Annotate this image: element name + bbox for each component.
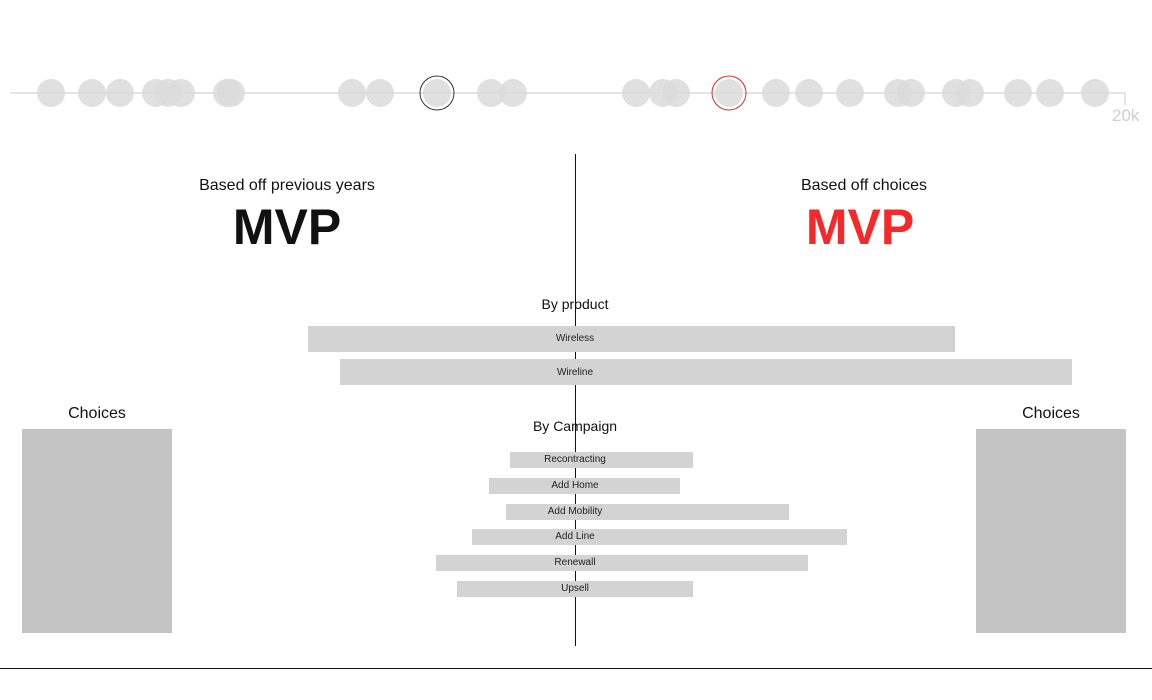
timeline-dot[interactable] [836,79,864,107]
campaign-bar-recontracting[interactable] [510,452,693,468]
timeline-dot[interactable] [662,79,690,107]
timeline-dot[interactable] [477,79,505,107]
timeline-svg [10,75,1126,111]
choices-marker[interactable] [711,75,747,111]
timeline-dot[interactable] [423,79,451,107]
choices-based-result: MVP [805,199,915,255]
campaign-bar-add-mobility[interactable] [506,504,789,520]
previous-years-label: Based off previous years [199,177,375,194]
timeline-dot[interactable] [762,79,790,107]
center-divider [575,154,576,646]
timeline-max-label: 20k [1112,106,1140,125]
timeline-dot[interactable] [1081,79,1109,107]
campaign-bar-label: Upsell [561,583,589,594]
timeline-dot[interactable] [217,79,245,107]
product-bar-label: Wireless [555,333,595,344]
timeline-dot[interactable] [956,79,984,107]
timeline-dot[interactable] [78,79,106,107]
by-product-title: By product [541,296,609,312]
timeline-dot[interactable] [795,79,823,107]
bottom-rule [0,668,1152,669]
previous-years-result: MVP [232,199,342,255]
timeline-dot[interactable] [715,79,743,107]
product-bar-wireless[interactable] [308,326,955,352]
timeline-dot[interactable] [106,79,134,107]
choices-right-title: Choices [1022,405,1080,422]
campaign-bar-label: Renewall [554,557,596,568]
campaign-bar-renewall[interactable] [436,555,808,571]
choices-based-label: Based off choices [800,177,927,194]
campaign-bar-upsell[interactable] [457,581,693,597]
campaign-bar-label: Recontracting [544,454,606,465]
campaign-bar-label: Add Line [555,531,595,542]
timeline-dot[interactable] [37,79,65,107]
campaign-bar-add-home[interactable] [489,478,680,494]
timeline-dot[interactable] [499,79,527,107]
choices-right-box[interactable] [976,429,1126,633]
previous-years-marker[interactable] [419,75,455,111]
product-bar-label: Wireline [556,367,594,378]
timeline-dot[interactable] [338,79,366,107]
campaign-bar-label: Add Home [551,480,599,491]
by-campaign-title: By Campaign [532,418,618,434]
campaign-bar-add-line[interactable] [472,529,847,545]
timeline-dot[interactable] [366,79,394,107]
timeline-dot[interactable] [167,79,195,107]
product-bar-wireline[interactable] [340,359,1072,385]
campaign-bar-label: Add Mobility [547,506,603,517]
choices-left-box[interactable] [22,429,172,633]
timeline-dot[interactable] [622,79,650,107]
choices-left-title: Choices [68,405,126,422]
timeline-dot[interactable] [1004,79,1032,107]
timeline: 20k [0,0,1152,140]
timeline-dot[interactable] [1036,79,1064,107]
timeline-dot[interactable] [897,79,925,107]
